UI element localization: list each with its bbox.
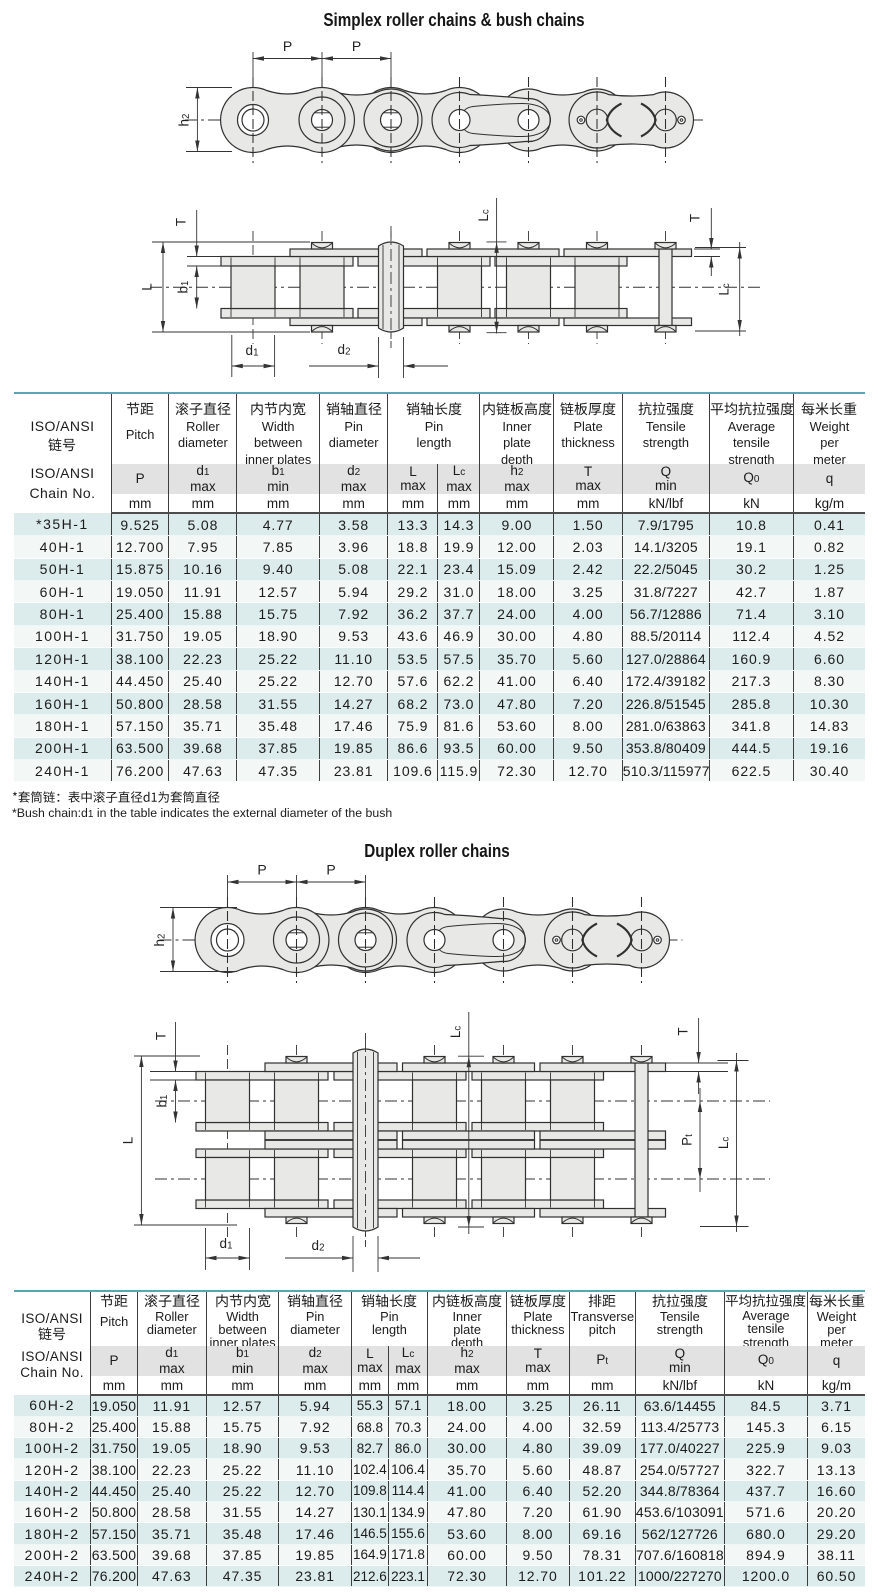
svg-text:Lc: Lc xyxy=(717,283,733,296)
svg-text:Lc: Lc xyxy=(448,1026,464,1039)
svg-text:T: T xyxy=(688,214,703,222)
svg-text:d1: d1 xyxy=(246,343,259,359)
svg-text:d2: d2 xyxy=(312,1238,325,1254)
svg-text:P: P xyxy=(352,38,361,54)
svg-text:d2: d2 xyxy=(338,342,351,358)
svg-text:b1: b1 xyxy=(155,1095,171,1108)
svg-text:T: T xyxy=(174,218,189,226)
svg-text:L: L xyxy=(121,1136,136,1144)
svg-text:b1: b1 xyxy=(176,281,192,294)
svg-text:P: P xyxy=(326,862,335,878)
svg-text:Lc: Lc xyxy=(476,209,492,222)
svg-text:h2: h2 xyxy=(152,934,168,947)
svg-text:T: T xyxy=(676,1027,691,1035)
svg-text:P: P xyxy=(257,862,266,878)
svg-text:d1: d1 xyxy=(220,1236,233,1252)
svg-text:L: L xyxy=(140,283,155,291)
svg-text:Pt: Pt xyxy=(680,1134,696,1146)
svg-text:T: T xyxy=(154,1032,169,1040)
svg-text:h2: h2 xyxy=(177,114,193,127)
svg-text:Lc: Lc xyxy=(716,1137,732,1150)
svg-text:P: P xyxy=(283,38,292,54)
